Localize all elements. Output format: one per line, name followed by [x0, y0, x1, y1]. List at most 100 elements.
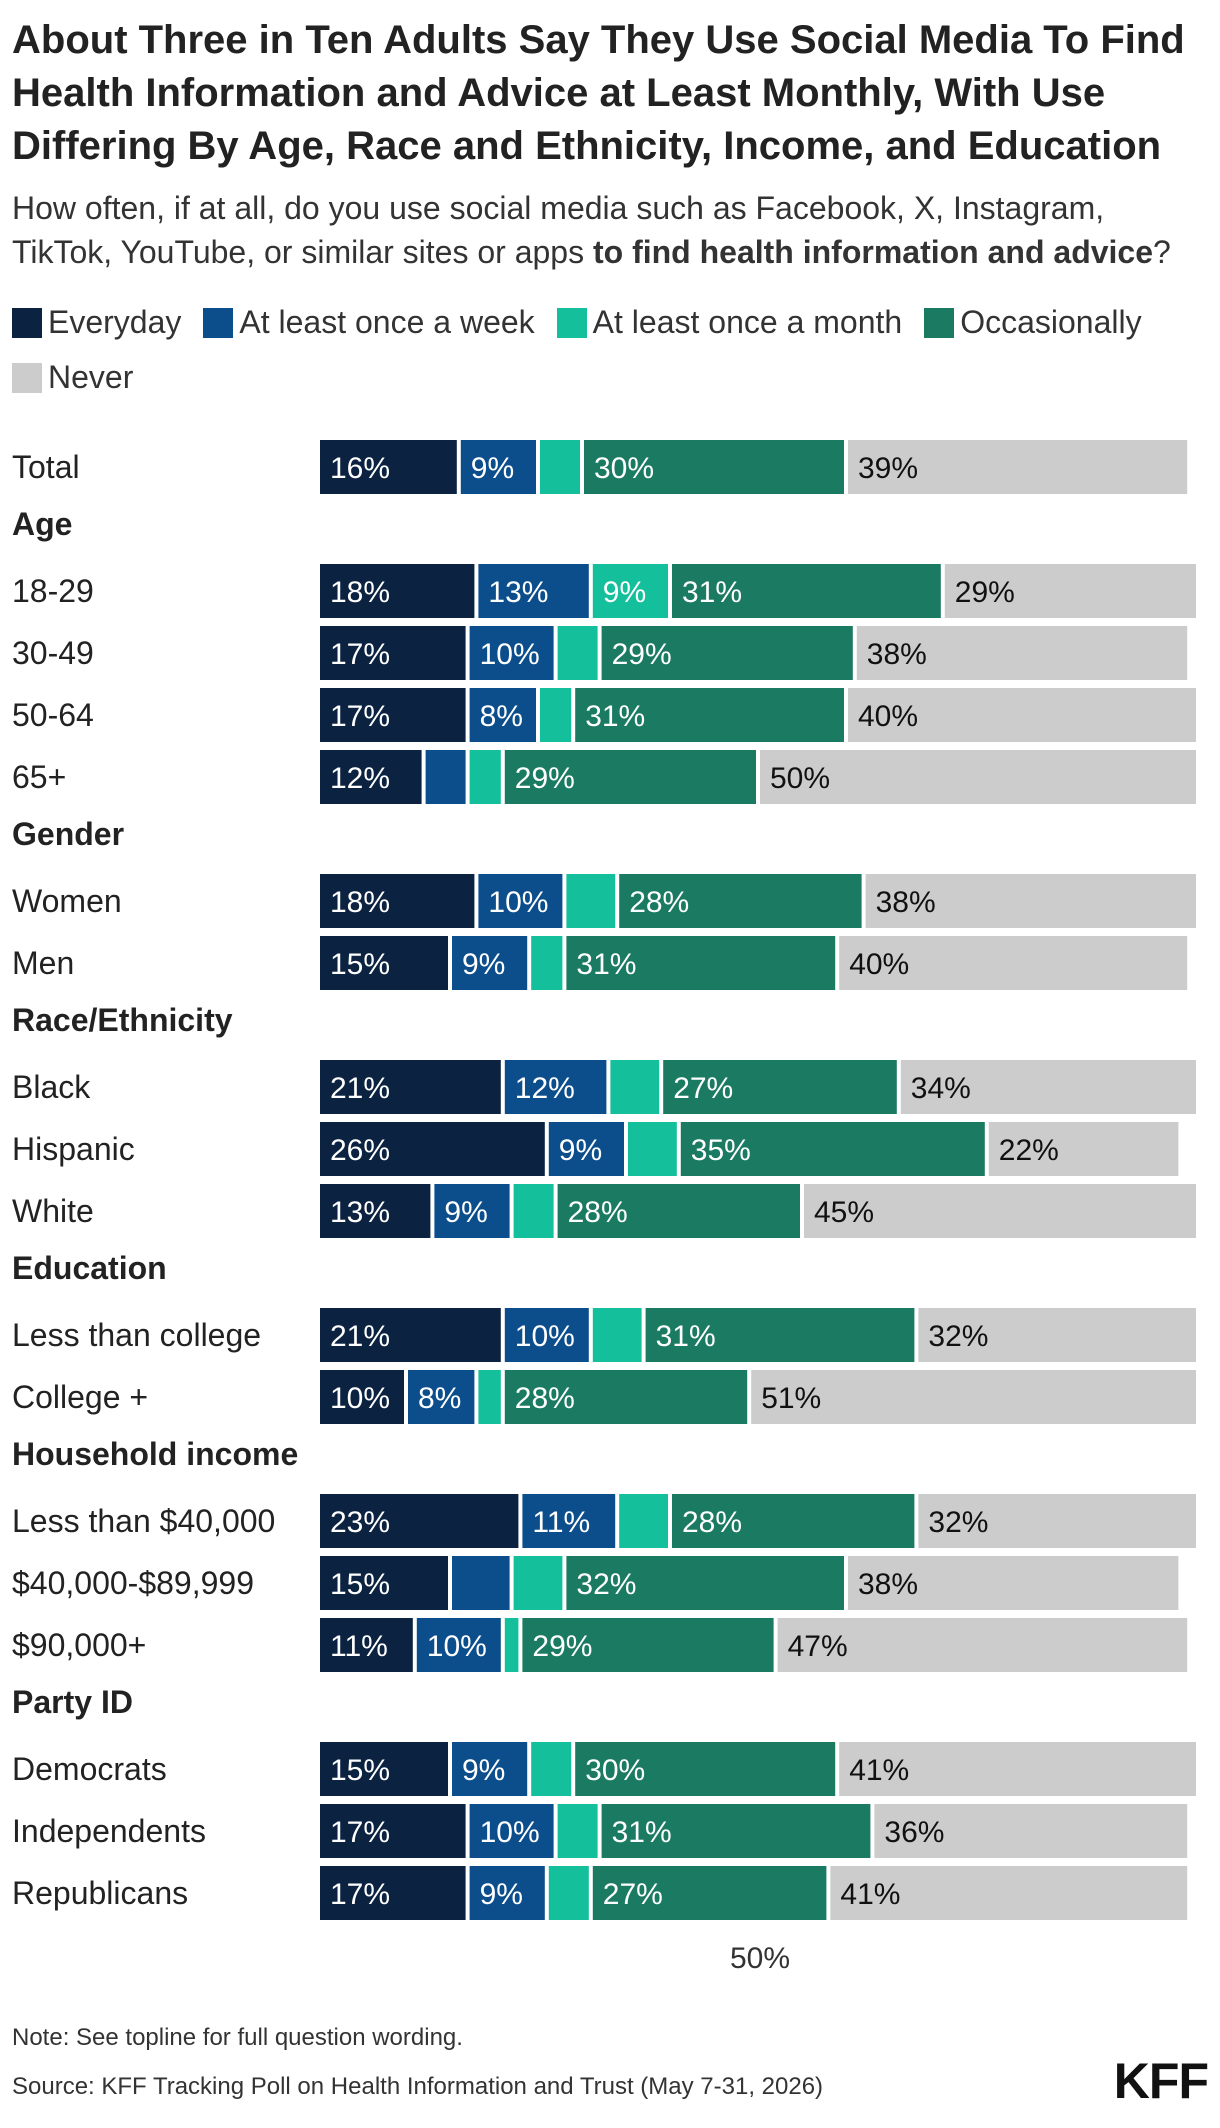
data-label: 10% [427, 1630, 487, 1663]
bar-segment [848, 1556, 1179, 1610]
bar-segment [848, 440, 1188, 494]
bar-segment [918, 1308, 1196, 1362]
bar-segment [548, 1122, 624, 1176]
legend-label: Everyday [48, 304, 182, 340]
group-label: Party ID [12, 1684, 133, 1720]
bar-segment [645, 1308, 915, 1362]
legend-item: At least once a week [203, 304, 535, 341]
bar-segment [874, 1804, 1188, 1858]
data-label: 32% [928, 1506, 988, 1539]
subtitle-end: ? [1153, 234, 1171, 270]
data-label: 28% [682, 1506, 742, 1539]
bar-segment [839, 1742, 1196, 1796]
legend-label: Occasionally [960, 304, 1142, 340]
bar-segment [540, 440, 580, 494]
data-label: 11% [532, 1506, 590, 1539]
category-label: $40,000-$89,999 [12, 1565, 254, 1601]
bar-segment [320, 1494, 519, 1548]
data-label: 31% [656, 1320, 716, 1353]
data-label: 13% [330, 1196, 390, 1229]
bar-segment [760, 750, 1196, 804]
bar-segment [320, 626, 466, 680]
bar-segment [513, 1556, 563, 1610]
legend-item: Everyday [12, 304, 181, 341]
legend-label: At least once a week [239, 304, 535, 340]
category-label: Men [12, 945, 74, 981]
bar-segment [452, 1742, 528, 1796]
data-label: 22% [999, 1134, 1059, 1167]
data-label: 34% [911, 1072, 971, 1105]
bar-segment [557, 626, 598, 680]
bar-segment [531, 936, 563, 990]
legend-swatch [203, 307, 234, 338]
bar-segment [452, 936, 528, 990]
legend-swatch [924, 307, 955, 338]
data-label: 9% [462, 948, 505, 981]
category-label: Women [12, 883, 122, 919]
data-label: 41% [849, 1754, 909, 1787]
legend-swatch [12, 362, 42, 393]
data-label: 36% [884, 1816, 944, 1849]
bar-segment [557, 1184, 800, 1238]
category-label: Hispanic [12, 1131, 135, 1167]
data-label: 9% [480, 1878, 523, 1911]
legend-swatch [556, 307, 587, 338]
bar-segment [848, 688, 1196, 742]
bar-segment [531, 1742, 572, 1796]
bar-segment [469, 1866, 545, 1920]
data-label: 29% [612, 638, 672, 671]
data-label: 31% [612, 1816, 672, 1849]
data-label: 8% [418, 1382, 461, 1415]
data-label: 18% [330, 886, 390, 919]
bar-segment [628, 1122, 677, 1176]
bar-segment [320, 688, 466, 742]
data-label: 31% [576, 948, 636, 981]
data-label: 28% [629, 886, 689, 919]
bar-segment [540, 688, 572, 742]
bar-segment [425, 750, 466, 804]
bar-segment [900, 1060, 1196, 1114]
bar-segment [680, 1122, 985, 1176]
bar-segment [320, 750, 422, 804]
chart-note: Note: See topline for full question word… [12, 2024, 463, 2051]
subtitle-emphasis: to find health information and advice [592, 234, 1154, 270]
chart-legend: Everyday At least once a week At least onc… [12, 304, 1192, 396]
group-label: Age [12, 506, 72, 542]
axis-tick-label: 50% [730, 1942, 790, 1975]
bar-segment [320, 1866, 466, 1920]
bar-segment [478, 564, 589, 618]
bar-segment [610, 1060, 660, 1114]
category-label: Black [12, 1069, 91, 1105]
bar-segment [944, 564, 1196, 618]
bar-segment [619, 874, 862, 928]
bar-segment [469, 688, 536, 742]
data-label: 8% [480, 700, 523, 733]
data-label: 15% [330, 1568, 390, 1601]
data-label: 12% [330, 762, 390, 795]
bar-segment [601, 1804, 871, 1858]
bar-segment [839, 936, 1188, 990]
data-label: 40% [849, 948, 909, 981]
category-label: Less than $40,000 [12, 1503, 275, 1539]
bar-segment [777, 1618, 1188, 1672]
kff-logo: KFF [1113, 2053, 1209, 2109]
category-label: 65+ [12, 759, 66, 795]
data-label: 29% [955, 576, 1015, 609]
bar-segment [320, 1184, 431, 1238]
data-label: 30% [585, 1754, 645, 1787]
data-label: 17% [330, 1816, 390, 1849]
bar-segment [504, 750, 756, 804]
bar-segment [320, 1122, 545, 1176]
data-label: 9% [603, 576, 646, 609]
group-label: Education [12, 1250, 167, 1286]
bar-segment [320, 874, 475, 928]
category-label: College + [12, 1379, 148, 1415]
bar-segment [830, 1866, 1188, 1920]
bar-segment [584, 440, 844, 494]
data-label: 38% [876, 886, 936, 919]
data-label: 50% [770, 762, 830, 795]
bar-segment [452, 1556, 510, 1610]
data-label: 10% [480, 1816, 540, 1849]
bar-segment [804, 1184, 1196, 1238]
chart-subtitle: How often, if at all, do you use social … [12, 186, 1202, 274]
